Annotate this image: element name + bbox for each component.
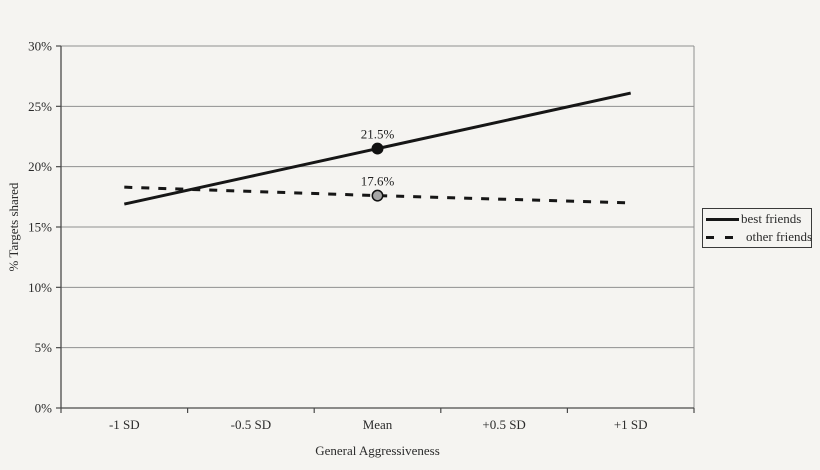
x-tick-label: +0.5 SD bbox=[482, 417, 525, 432]
y-tick-label: 25% bbox=[28, 99, 52, 114]
legend: best friends other friends bbox=[702, 208, 812, 248]
x-tick-label: -1 SD bbox=[109, 417, 140, 432]
legend-label-best-friends: best friends bbox=[741, 211, 802, 226]
marker-other-friends bbox=[371, 189, 384, 202]
legend-item-other-friends: other friends bbox=[706, 228, 812, 246]
legend-label-other-friends: other friends bbox=[746, 229, 813, 244]
x-tick-label: Mean bbox=[363, 417, 393, 432]
y-tick-label: 0% bbox=[35, 401, 53, 416]
legend-item-best-friends: best friends bbox=[706, 210, 808, 228]
x-tick-label: -0.5 SD bbox=[231, 417, 271, 432]
x-tick-label: +1 SD bbox=[614, 417, 648, 432]
y-tick-label: 30% bbox=[28, 39, 52, 54]
y-tick-label: 20% bbox=[28, 159, 52, 174]
point-label-best-friends: 21.5% bbox=[361, 127, 395, 142]
point-label-other-friends: 17.6% bbox=[361, 174, 395, 189]
y-axis-title: % Targets shared bbox=[6, 182, 21, 272]
x-axis-title: General Aggressiveness bbox=[315, 443, 440, 458]
y-tick-label: 5% bbox=[35, 340, 53, 355]
solid-line-swatch-icon bbox=[706, 217, 739, 221]
marker-best-friends bbox=[371, 142, 384, 155]
y-tick-label: 15% bbox=[28, 220, 52, 235]
y-tick-label: 10% bbox=[28, 280, 52, 295]
dashed-line-swatch-icon bbox=[706, 235, 739, 239]
